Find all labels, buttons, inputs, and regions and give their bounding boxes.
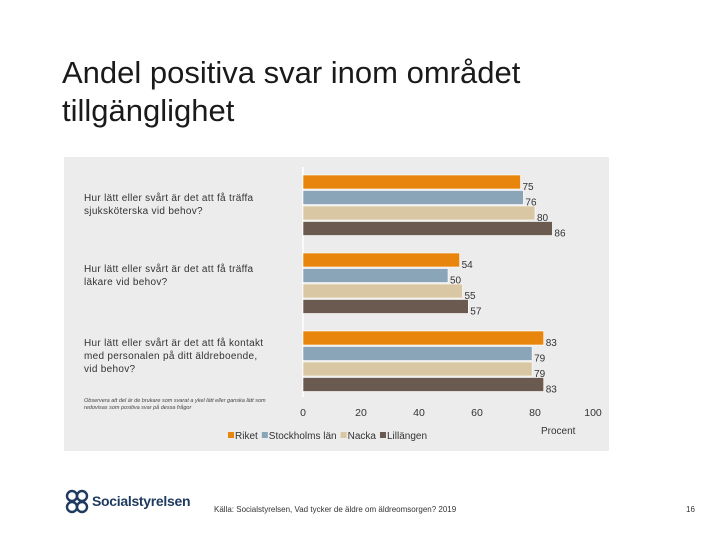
legend-swatch (228, 432, 234, 438)
data-label: 79 (534, 369, 546, 380)
category-label-doctor: Hur lätt eller svårt är det att få träff… (84, 264, 254, 288)
legend-label: Lillängen (387, 431, 427, 442)
legend-label: Stockholms län (269, 431, 337, 442)
bar-nacka-2 (302, 361, 533, 377)
socialstyrelsen-logo: Socialstyrelsen (64, 488, 191, 516)
chart-note: Observera att del är de brukare som svar… (84, 398, 266, 411)
logo-emblem-icon (65, 489, 89, 514)
source-note: Källa: Socialstyrelsen, Vad tycker de äl… (214, 505, 457, 514)
x-tick-label: 80 (529, 407, 541, 419)
x-tick-label: 0 (300, 407, 306, 419)
legend-label: Nacka (348, 431, 377, 442)
bar-stockholms-län-0 (302, 190, 524, 205)
legend-swatch (261, 432, 268, 438)
logo-text: Socialstyrelsen (92, 493, 191, 509)
legend-swatch (379, 432, 386, 438)
data-label: 76 (525, 198, 537, 209)
category-label-nurse: Hur lätt eller svårt är det att få träff… (84, 193, 254, 217)
x-tick-label: 60 (471, 407, 483, 419)
category-label-staff: Hur lätt eller svårt är det att få konta… (84, 338, 264, 375)
chart-area: Hur lätt eller svårt är det att få träff… (64, 157, 609, 451)
bar-riket-0 (302, 174, 521, 190)
bar-nacka-1 (302, 283, 463, 299)
bar-lillängen-0 (302, 221, 553, 236)
bar-nacka-0 (302, 205, 536, 221)
data-label: 50 (450, 276, 462, 287)
data-label: 83 (546, 385, 558, 396)
bar-stockholms-län-1 (302, 268, 449, 283)
bar-riket-1 (302, 252, 460, 268)
data-label: 54 (462, 260, 474, 271)
data-label: 75 (523, 182, 535, 193)
bar-chart: 75 54 83 76 50 79 80 55 79 86 57 83 0 20 40 60 80 100 Proc… (228, 167, 602, 442)
x-tick-label: 100 (584, 407, 602, 419)
x-tick-label: 20 (355, 407, 367, 419)
data-label: 86 (554, 229, 566, 240)
data-label: 55 (465, 291, 477, 302)
data-label: 80 (537, 213, 549, 224)
bar-stockholms-län-2 (302, 346, 533, 361)
bar-riket-2 (302, 330, 544, 346)
x-axis-label: Procent (541, 426, 576, 437)
slide-title: Andel positiva svar inom området tillgän… (62, 55, 521, 128)
bar-lillängen-2 (302, 377, 544, 392)
legend-label: Riket (235, 431, 258, 442)
legend-swatch (340, 432, 347, 438)
data-label: 79 (534, 354, 546, 365)
page-number: 16 (686, 505, 695, 514)
bar-lillängen-1 (302, 299, 469, 314)
data-label: 83 (546, 338, 558, 349)
data-label: 57 (470, 307, 482, 318)
x-tick-label: 40 (413, 407, 425, 419)
